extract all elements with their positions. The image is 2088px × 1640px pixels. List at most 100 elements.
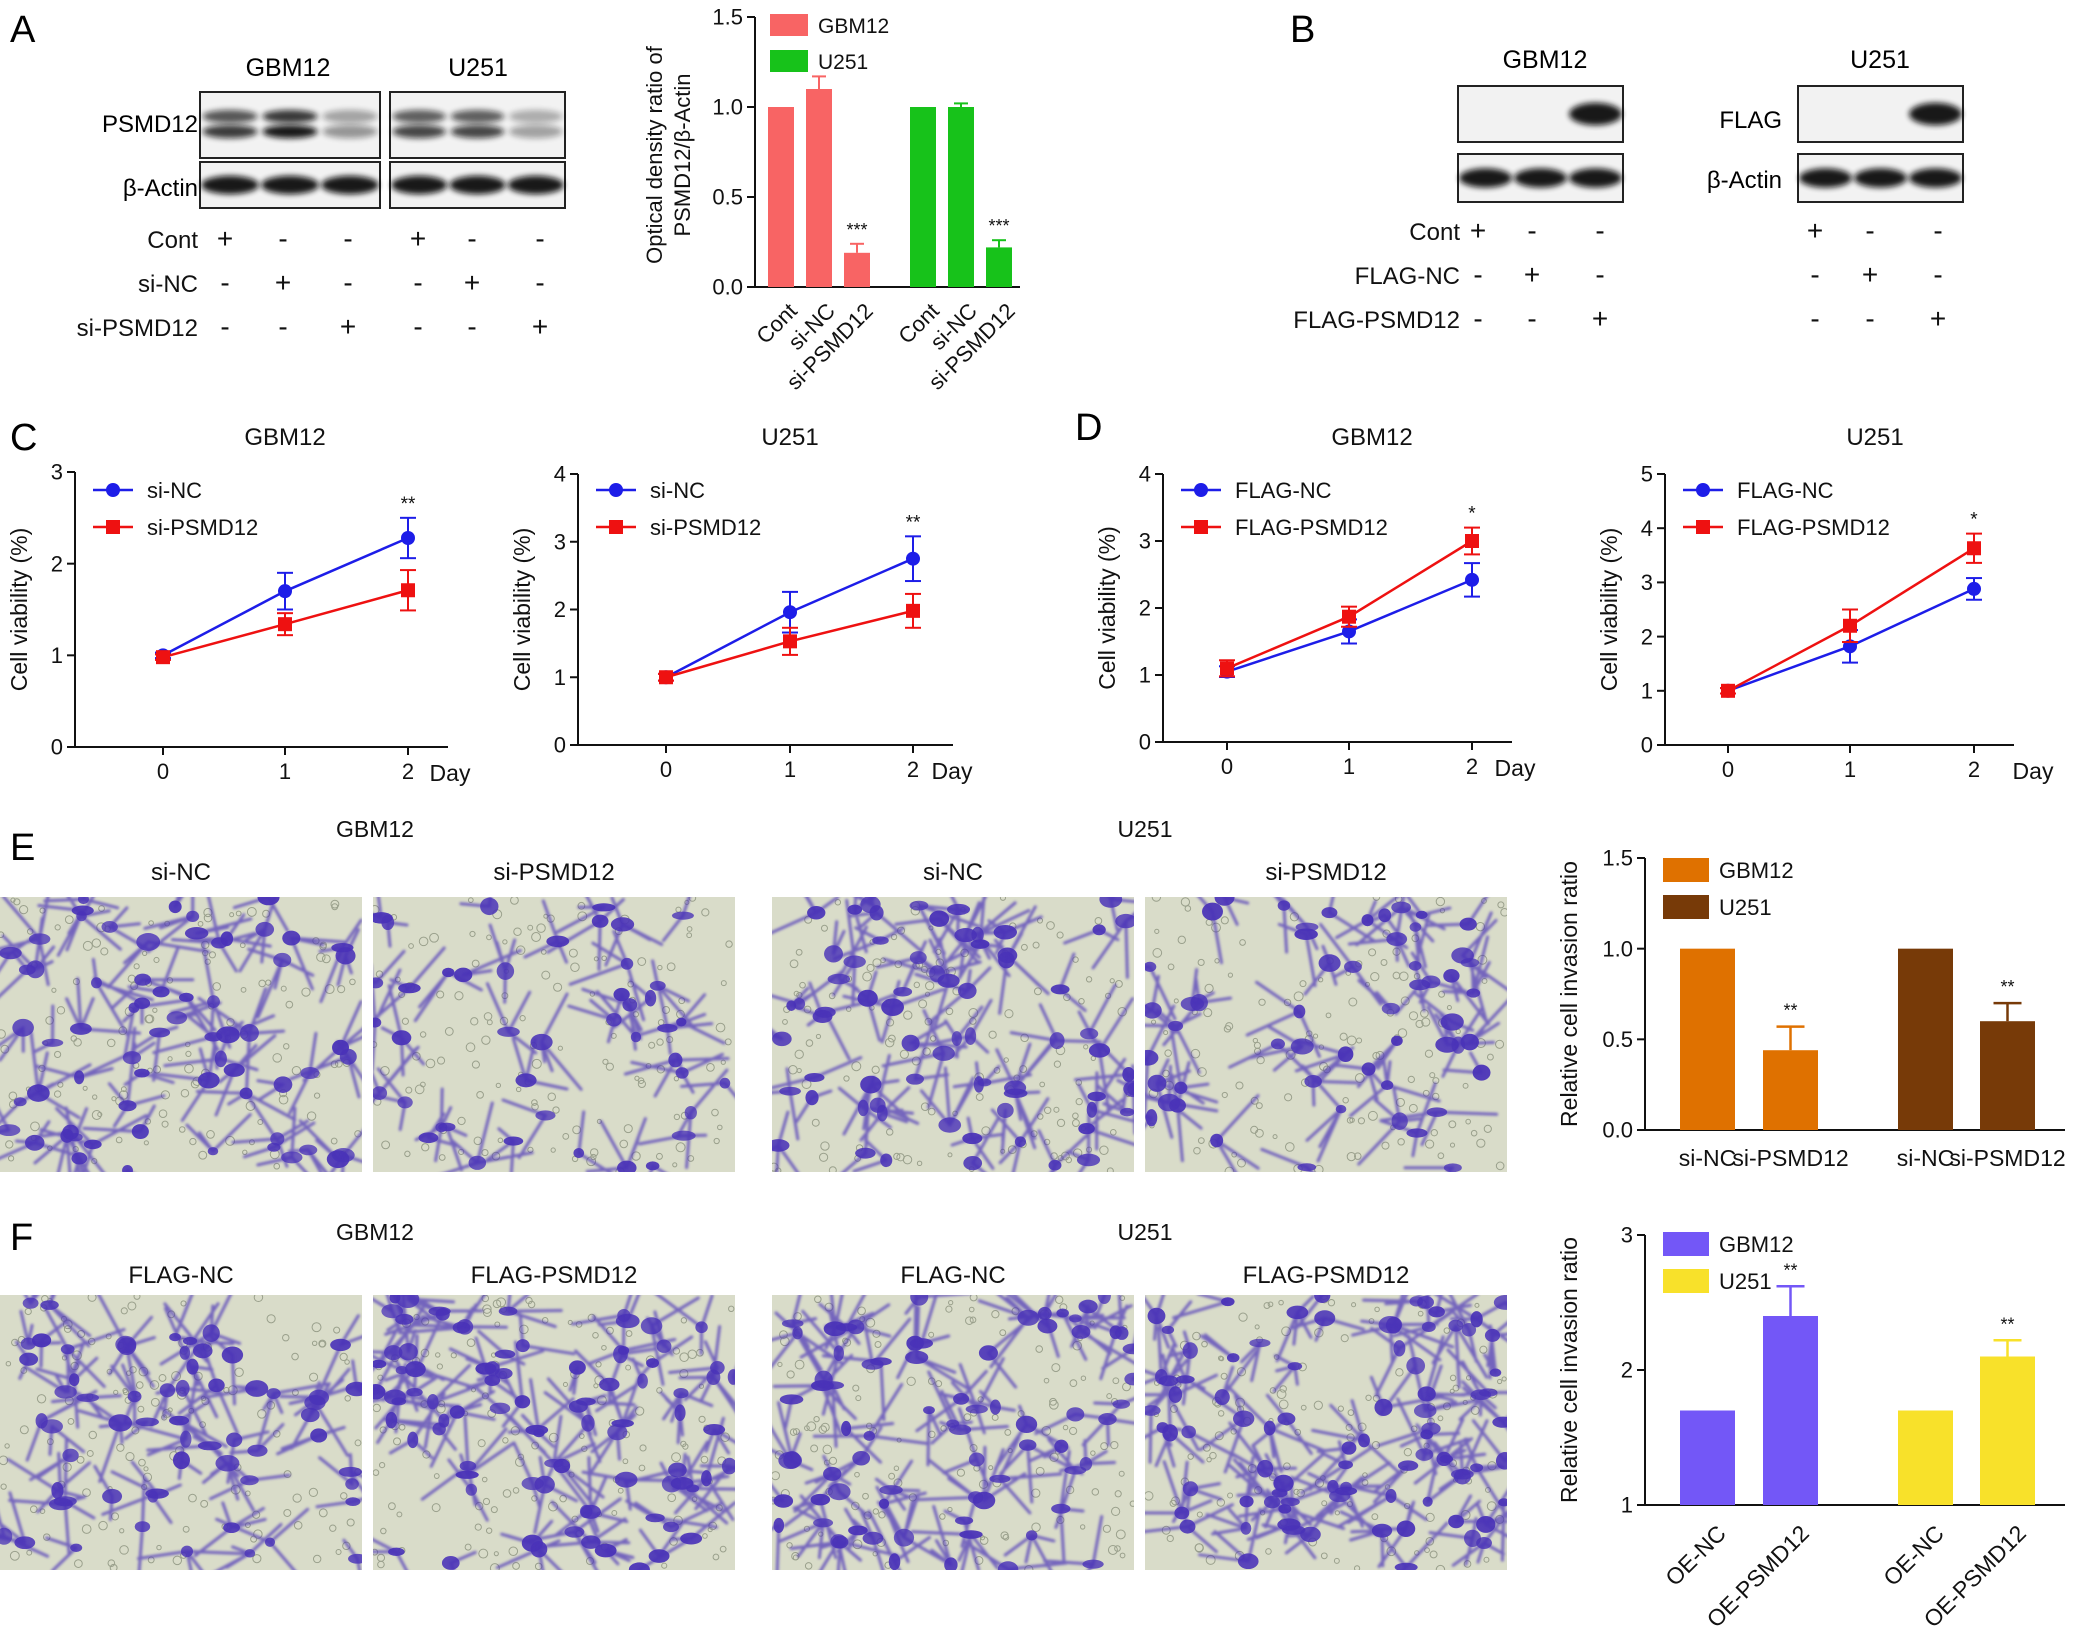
blot-gbm12-psmd12-band-2-upper <box>322 109 378 124</box>
panel-f-image-3-pore <box>1443 1327 1451 1334</box>
cond-b-sign-1-2: - <box>1595 259 1604 290</box>
chart-e-legend-label-1: U251 <box>1719 895 1772 920</box>
bar-chart-e: 0.0 0.5 1.0 1.5 Relative cell invasion ratio… <box>1556 846 2066 1171</box>
panel-e-image-0-pore <box>143 1140 149 1146</box>
panel-e-image-1-pore <box>619 1139 629 1149</box>
panel-f-image-1-processes <box>373 1295 735 1570</box>
panel-f-image-0-pore <box>81 1524 92 1534</box>
panel-e-image-1-pore <box>675 1142 686 1153</box>
panel-e-image-3-pore <box>1239 939 1246 946</box>
line-chart-3-legend-label-1: FLAG-PSMD12 <box>1737 515 1890 540</box>
line-chart-3: U251 0 1 2 3 4 5 Cell viability (%) 0 1 2 Day FLAG-N… <box>1596 424 2054 784</box>
panel-e-image-0-pore <box>246 906 257 917</box>
panel-e-image-1-pore <box>425 1058 436 1069</box>
blot-u251-flag <box>1797 85 1964 143</box>
panel-e-image-0-pore <box>167 1056 173 1062</box>
panel-e-image-3-content <box>1145 897 1507 1172</box>
panel-f-image-3-pore <box>1276 1389 1287 1400</box>
cond-b-sign-2-0: - <box>1473 303 1482 334</box>
panel-e-image-0-pore <box>133 963 140 970</box>
chart-e-xtick-0: si-NC <box>1679 1145 1737 1171</box>
blot-gbm12-psmd12 <box>199 91 381 159</box>
panel-e-image-2-pore <box>1053 1060 1062 1068</box>
panel-f-image-0-pore <box>82 1488 91 1497</box>
panel-f-image-3-pore <box>1293 1488 1300 1495</box>
panel-e-image-0-pore <box>208 951 217 959</box>
panel-f-image-2-pore <box>1107 1545 1118 1555</box>
panel-e-image-3-pore <box>1221 1091 1228 1099</box>
panel-e-image-1-pore <box>408 943 414 949</box>
panel-e-image-3-pore <box>1151 897 1162 902</box>
panel-e-image-3-pore <box>1258 998 1266 1006</box>
panel-e-image-3-pore <box>1399 971 1409 982</box>
cond-b-sign-1-4: + <box>1862 259 1878 290</box>
panel-e-image-0-pore <box>7 1155 15 1162</box>
panel-e-image-2-pore <box>1083 1044 1089 1050</box>
panel-f-image-1-pore <box>698 1415 706 1423</box>
panel-e-image-0-pore <box>180 1088 190 1098</box>
cond-a-sign-0-4: - <box>467 223 476 254</box>
line-chart-3-xlabel: Day <box>2013 758 2054 784</box>
panel-e-image-0-pore <box>73 1038 82 1047</box>
cond-b-sign-0-3: + <box>1807 215 1823 246</box>
cond-b-sign-0-5: - <box>1933 215 1942 246</box>
panel-f-image-1-pore <box>667 1493 677 1503</box>
panel-f-image-1-pore <box>393 1437 402 1446</box>
chart-e-legend-swatch-0 <box>1663 858 1709 882</box>
panel-f-image-3-pore <box>1217 1410 1225 1417</box>
panel-e-image-1 <box>373 897 735 1172</box>
panel-e-image-1-pore <box>495 1082 502 1089</box>
panel-f-image-2-pore <box>1004 1428 1012 1436</box>
panel-e-image-1-pore <box>405 1086 413 1094</box>
chart-e-bar-3 <box>1980 1021 2035 1130</box>
panel-e-image-2-pore <box>1032 941 1040 949</box>
panel-e-image-3-pore <box>1255 1102 1263 1110</box>
line-chart-0-legend-label-0: si-NC <box>147 478 202 503</box>
line-chart-1-title: U251 <box>761 424 818 451</box>
panel-f-image-3-pore <box>1320 1552 1328 1560</box>
chart-e-y-tick-label-2: 1.0 <box>1602 936 1633 961</box>
blot-u251-psmd12-band-0-lower <box>392 125 446 139</box>
panel-f-image-1 <box>373 1295 735 1570</box>
panel-f-image-0-pore <box>4 1443 10 1449</box>
chart-a-bar-0-1 <box>806 89 832 287</box>
panel-f-image-1-pore <box>482 1304 492 1314</box>
line-chart-0-y-tick-label-3: 3 <box>51 460 63 485</box>
panel-f-image-0-pore <box>74 1559 83 1568</box>
panel-e-image-3-pore <box>1163 1030 1169 1036</box>
panel-f-image-1-pore <box>680 1317 688 1324</box>
panel-f-image-1-pore <box>512 1487 520 1494</box>
panel-e-image-2-pore <box>828 992 836 1000</box>
panel-f-image-3-pore <box>1425 1537 1435 1546</box>
line-chart-1-legend-label-1: si-PSMD12 <box>650 515 761 540</box>
panel-e-image-0-pore <box>189 1137 197 1146</box>
panel-e-image-2-pore <box>866 963 875 972</box>
panel-f-image-3-pore <box>1220 1372 1228 1380</box>
panel-f-image-3-pore <box>1145 1491 1154 1501</box>
panel-e-image-0-pore <box>0 1029 6 1039</box>
panel-e-image-1-pore <box>686 932 693 939</box>
panel-e-image-0-pore <box>229 912 235 918</box>
panel-f-image-2-pore <box>1035 1345 1044 1353</box>
panel-e-image-3-pore <box>1173 998 1179 1004</box>
panel-e-image-2-pore <box>1007 1145 1017 1155</box>
panel-e-image-3-pore <box>1470 1129 1478 1137</box>
panel-e-image-0-pore <box>285 1000 294 1009</box>
panel-f-image-0-pore <box>346 1518 355 1527</box>
blot-u251-psmd12-band-1-lower <box>450 125 505 139</box>
line-chart-2-legend-label-0: FLAG-NC <box>1235 478 1332 503</box>
chart-a-bar-0-0 <box>768 107 794 287</box>
panel-e-image-2-pore <box>782 1019 788 1025</box>
cond-b-sign-0-4: - <box>1865 215 1874 246</box>
panel-f-image-1-pore <box>601 1344 607 1351</box>
panel-f-image-3-pore <box>1166 1534 1174 1543</box>
panel-e-image-0-pore <box>235 910 242 917</box>
panel-f-image-3-pore <box>1429 1550 1438 1559</box>
blot-gbm12-psmd12-band-0-lower <box>202 125 258 139</box>
panel-f-image-2-pore <box>999 1329 1007 1337</box>
panel-f-image-3-pore <box>1497 1378 1503 1385</box>
panel-e-image-1-pore <box>701 908 710 917</box>
panel-e-image-3-pore <box>1437 1152 1445 1160</box>
panel-f-image-3-pore <box>1209 1451 1217 1460</box>
panel-f-image-2-pore <box>956 1468 966 1477</box>
